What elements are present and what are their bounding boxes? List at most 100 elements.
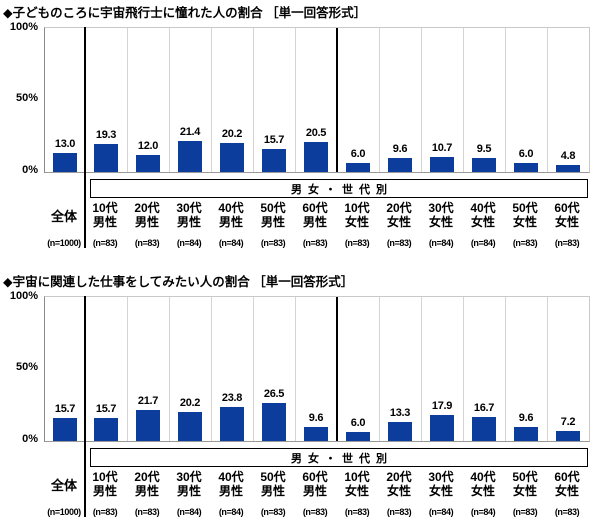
column-label: 30代 男性 (176, 201, 202, 229)
bar-value-label: 21.7 (137, 395, 159, 407)
bar-value-label: 15.7 (95, 403, 117, 415)
bar-value-label: 12.0 (137, 140, 159, 152)
bar-value-label: 6.0 (518, 148, 534, 160)
column-n-label: (n=84) (428, 238, 454, 248)
overall-label: 全体 (50, 478, 77, 493)
bar-value-label: 20.2 (179, 397, 201, 409)
bar-value-label: 20.5 (305, 127, 327, 139)
gender-separator-line (336, 28, 338, 172)
y-axis-tick-100: 100% (9, 290, 38, 302)
bar (304, 142, 328, 172)
column-gridline (253, 28, 254, 172)
column-label: 20代 女性 (386, 201, 412, 229)
plot-area: 15.7 15.7 21.7 20.2 23.8 26.5 9.6 6.0 13.3 17.9 16… (44, 296, 590, 442)
column-gridline (505, 28, 506, 172)
bar (262, 149, 286, 172)
column-n-label: (n=84) (470, 238, 496, 248)
column-n-label: (n=84) (428, 507, 454, 517)
column-n-label: (n=83) (386, 238, 412, 248)
chart-title: ◆宇宙に関連した仕事をしてみたい人の割合 ［単一回答形式］ (3, 275, 354, 289)
bar (514, 427, 538, 441)
column-gridline (547, 28, 548, 172)
bar-value-label: 26.5 (263, 388, 285, 400)
column-gridline (547, 297, 548, 441)
column-label: 20代 男性 (134, 470, 160, 498)
column-label: 20代 男性 (134, 201, 160, 229)
column-gridline (169, 28, 170, 172)
overall-separator-line (84, 27, 86, 248)
column-gridline (253, 297, 254, 441)
column-n-label: (n=84) (218, 238, 244, 248)
column-label: 10代 女性 (344, 470, 370, 498)
column-label: 50代 男性 (260, 201, 286, 229)
group-band-box: 男女・世代別 (90, 448, 588, 467)
bar (94, 418, 118, 441)
column-gridline (463, 297, 464, 441)
y-axis-tick-50: 50% (15, 92, 38, 104)
column-gridline (169, 297, 170, 441)
bar-value-label: 6.0 (350, 148, 366, 160)
bar (178, 141, 202, 172)
bar-value-label: 4.8 (560, 150, 576, 162)
bar (136, 410, 160, 441)
gender-separator-line (336, 297, 338, 441)
bar (556, 431, 580, 441)
column-label: 40代 男性 (218, 470, 244, 498)
bar (304, 427, 328, 441)
bar (430, 415, 454, 441)
column-n-label: (n=83) (92, 238, 118, 248)
bar-value-label: 7.2 (560, 416, 576, 428)
bar (94, 144, 118, 172)
column-n-label: (n=83) (92, 507, 118, 517)
bar-value-label: 15.7 (54, 403, 76, 415)
y-axis-tick-0: 0% (22, 433, 38, 445)
overall-n-label: (n=1000) (47, 507, 81, 517)
bar (346, 163, 370, 172)
bar (262, 403, 286, 441)
column-gridline (421, 297, 422, 441)
column-label: 10代 男性 (92, 201, 118, 229)
y-axis-tick-0: 0% (22, 164, 38, 176)
column-n-label: (n=84) (218, 507, 244, 517)
bar (472, 158, 496, 172)
column-n-label: (n=84) (176, 507, 202, 517)
column-gridline (463, 28, 464, 172)
column-gridline (505, 297, 506, 441)
bar-value-label: 13.3 (389, 407, 411, 419)
column-label: 60代 女性 (554, 470, 580, 498)
bar (178, 412, 202, 441)
group-band-box: 男女・世代別 (90, 179, 588, 198)
bar (430, 157, 454, 172)
group-band-label: 男女・世代別 (291, 452, 393, 465)
column-n-label: (n=83) (134, 507, 160, 517)
column-label: 50代 女性 (512, 201, 538, 229)
column-n-label: (n=83) (134, 238, 160, 248)
bar-value-label: 10.7 (431, 142, 453, 154)
column-n-label: (n=83) (512, 238, 538, 248)
column-n-label: (n=83) (344, 238, 370, 248)
overall-label: 全体 (50, 209, 77, 224)
chart-title: ◆子どものころに宇宙飛行士に憧れた人の割合 ［単一回答形式］ (3, 6, 367, 20)
column-gridline (211, 297, 212, 441)
bar (556, 165, 580, 172)
column-gridline (211, 28, 212, 172)
column-label: 60代 男性 (302, 470, 328, 498)
bar (53, 153, 77, 172)
bar-value-label: 19.3 (95, 129, 117, 141)
bar (388, 158, 412, 172)
column-label: 50代 女性 (512, 470, 538, 498)
column-n-label: (n=84) (176, 238, 202, 248)
column-gridline (295, 28, 296, 172)
column-label: 60代 女性 (554, 201, 580, 229)
column-n-label: (n=84) (470, 507, 496, 517)
column-label: 30代 女性 (428, 470, 454, 498)
y-axis-tick-100: 100% (9, 21, 38, 33)
overall-separator-line (84, 296, 86, 517)
column-n-label: (n=83) (302, 507, 328, 517)
column-label: 60代 男性 (302, 201, 328, 229)
column-gridline (127, 297, 128, 441)
column-gridline (127, 28, 128, 172)
bar-value-label: 15.7 (263, 134, 285, 146)
bar (220, 143, 244, 172)
